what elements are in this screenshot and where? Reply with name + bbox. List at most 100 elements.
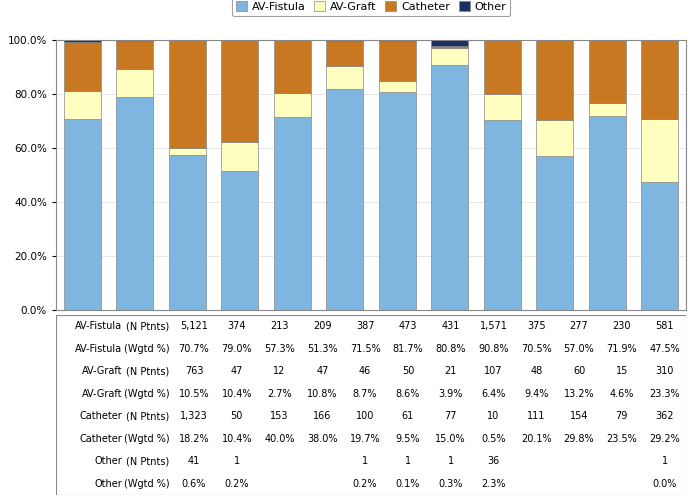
Text: 2.3%: 2.3%: [481, 479, 505, 489]
Text: (Wgtd %): (Wgtd %): [124, 434, 169, 444]
Text: 36: 36: [487, 456, 500, 466]
Text: 15: 15: [615, 366, 628, 376]
Bar: [431, 46, 468, 48]
Text: 79: 79: [615, 411, 628, 421]
Text: (N Ptnts): (N Ptnts): [126, 366, 169, 376]
Text: 23.5%: 23.5%: [606, 434, 637, 444]
Text: AV-Fistula: AV-Fistula: [75, 344, 122, 354]
Text: 9.5%: 9.5%: [395, 434, 420, 444]
Text: 80.8%: 80.8%: [435, 344, 466, 354]
Bar: [484, 120, 521, 310]
Text: (Wgtd %): (Wgtd %): [124, 389, 169, 399]
Bar: [221, 142, 258, 172]
Text: 41: 41: [188, 456, 200, 466]
Text: Other: Other: [94, 456, 122, 466]
Text: 362: 362: [655, 411, 674, 421]
Text: (N Ptnts): (N Ptnts): [126, 411, 169, 421]
Text: 581: 581: [655, 322, 674, 331]
Text: 47: 47: [316, 366, 328, 376]
Text: 47: 47: [230, 366, 243, 376]
Text: 19.7%: 19.7%: [350, 434, 380, 444]
Bar: [431, 65, 468, 310]
Bar: [116, 68, 153, 96]
Text: 60: 60: [573, 366, 585, 376]
Text: 1: 1: [362, 456, 368, 466]
Text: 50: 50: [402, 366, 414, 376]
Bar: [641, 182, 678, 310]
Text: (Wgtd %): (Wgtd %): [124, 344, 169, 354]
Text: 1,571: 1,571: [480, 322, 508, 331]
Text: 10.4%: 10.4%: [221, 434, 252, 444]
Bar: [326, 40, 363, 66]
Bar: [379, 82, 416, 92]
Text: 10: 10: [487, 411, 500, 421]
Text: 47.5%: 47.5%: [649, 344, 680, 354]
Bar: [221, 172, 258, 310]
Text: 0.2%: 0.2%: [353, 479, 377, 489]
Text: 2.7%: 2.7%: [267, 389, 292, 399]
Text: 15.0%: 15.0%: [435, 434, 466, 444]
Text: 10.4%: 10.4%: [221, 389, 252, 399]
Text: 0.6%: 0.6%: [182, 479, 206, 489]
Bar: [169, 40, 206, 148]
Text: 70.7%: 70.7%: [178, 344, 209, 354]
Bar: [641, 119, 678, 182]
Bar: [589, 116, 626, 310]
Text: 21: 21: [444, 366, 457, 376]
Text: 71.9%: 71.9%: [606, 344, 637, 354]
Text: 29.2%: 29.2%: [649, 434, 680, 444]
Text: 1: 1: [234, 456, 240, 466]
Bar: [641, 40, 678, 119]
Bar: [64, 119, 101, 310]
Text: 166: 166: [313, 411, 332, 421]
Text: 277: 277: [570, 322, 589, 331]
Text: 8.7%: 8.7%: [353, 389, 377, 399]
Bar: [431, 40, 468, 46]
Text: 107: 107: [484, 366, 503, 376]
Text: 38.0%: 38.0%: [307, 434, 337, 444]
Text: 5,121: 5,121: [180, 322, 208, 331]
Text: 81.7%: 81.7%: [393, 344, 424, 354]
Text: 0.5%: 0.5%: [481, 434, 505, 444]
Text: 29.8%: 29.8%: [564, 434, 594, 444]
Text: 153: 153: [270, 411, 289, 421]
Text: Catheter: Catheter: [79, 434, 122, 444]
Bar: [536, 156, 573, 310]
Text: 57.3%: 57.3%: [264, 344, 295, 354]
Legend: AV-Fistula, AV-Graft, Catheter, Other: AV-Fistula, AV-Graft, Catheter, Other: [232, 0, 510, 16]
Bar: [116, 96, 153, 310]
Text: 6.4%: 6.4%: [482, 389, 505, 399]
Bar: [431, 48, 468, 65]
Bar: [484, 94, 521, 120]
Text: 90.8%: 90.8%: [478, 344, 509, 354]
Text: AV-Graft: AV-Graft: [82, 389, 122, 399]
Text: 48: 48: [530, 366, 542, 376]
Text: 1: 1: [662, 456, 668, 466]
Text: 10.5%: 10.5%: [178, 389, 209, 399]
Bar: [536, 120, 573, 156]
Text: 4.6%: 4.6%: [610, 389, 634, 399]
Bar: [169, 148, 206, 156]
Bar: [379, 92, 416, 310]
Text: 79.0%: 79.0%: [221, 344, 252, 354]
Text: 23.3%: 23.3%: [650, 389, 680, 399]
Bar: [589, 104, 626, 116]
Text: 9.4%: 9.4%: [524, 389, 548, 399]
Text: 61: 61: [402, 411, 414, 421]
Bar: [326, 90, 363, 310]
Bar: [326, 66, 363, 90]
Bar: [274, 94, 311, 117]
Bar: [589, 40, 626, 104]
Bar: [116, 40, 153, 68]
Text: 70.5%: 70.5%: [521, 344, 552, 354]
Text: 1: 1: [405, 456, 411, 466]
Text: 57.0%: 57.0%: [564, 344, 594, 354]
Text: 13.2%: 13.2%: [564, 389, 594, 399]
Text: 71.5%: 71.5%: [350, 344, 381, 354]
Bar: [274, 40, 311, 94]
Text: 310: 310: [655, 366, 674, 376]
Text: Catheter: Catheter: [79, 411, 122, 421]
Text: 0.3%: 0.3%: [438, 479, 463, 489]
Text: 154: 154: [570, 411, 588, 421]
Text: 77: 77: [444, 411, 457, 421]
